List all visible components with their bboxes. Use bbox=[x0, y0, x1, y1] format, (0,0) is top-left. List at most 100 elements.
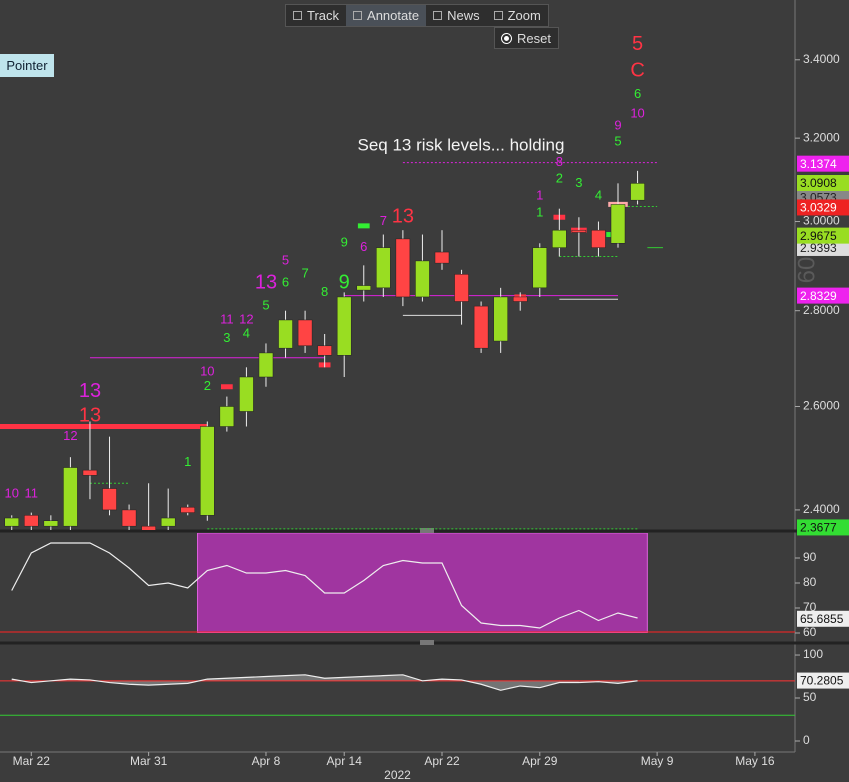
icon bbox=[353, 11, 363, 20]
count-label: 4 bbox=[243, 325, 250, 340]
candle-body bbox=[24, 515, 39, 527]
count-label: 2 bbox=[556, 171, 563, 186]
count-label: 2 bbox=[204, 378, 211, 393]
button-label: News bbox=[447, 8, 480, 23]
y-tick-label: 3.0000 bbox=[803, 214, 840, 228]
price-tag bbox=[797, 227, 849, 244]
candle-body bbox=[278, 319, 293, 349]
annotation: Seq 13 risk levels... holding bbox=[357, 136, 564, 155]
candle-body bbox=[258, 352, 274, 378]
candle-body bbox=[473, 305, 489, 349]
count-label: 3 bbox=[575, 175, 582, 190]
candle-body bbox=[356, 285, 372, 291]
count-label: 1 bbox=[536, 204, 543, 219]
y-tick-label: 70 bbox=[803, 600, 817, 614]
divider-handle bbox=[420, 640, 434, 645]
count-label: 5 bbox=[614, 134, 621, 149]
candle-body bbox=[102, 488, 117, 511]
y-tick-label: 100 bbox=[803, 647, 823, 661]
count-label: 11 bbox=[220, 311, 234, 326]
button-label: Reset bbox=[517, 30, 551, 46]
candle-body bbox=[571, 229, 587, 233]
count-label: 11 bbox=[25, 485, 39, 500]
toolbar-button[interactable]: Annotate bbox=[346, 5, 427, 26]
candle-body bbox=[4, 517, 19, 527]
count-label: 13 bbox=[79, 380, 101, 402]
price-tag-label: 65.6855 bbox=[800, 612, 844, 626]
y-tick-label: 3.2000 bbox=[803, 130, 840, 144]
candle-body bbox=[454, 274, 469, 302]
count-label: 3 bbox=[223, 330, 230, 345]
toolbar-button[interactable]: Track bbox=[286, 5, 346, 26]
count-label: 13 bbox=[392, 206, 414, 228]
candle-body bbox=[512, 296, 528, 302]
oscillator-panel bbox=[0, 533, 795, 633]
candle-body bbox=[43, 520, 59, 527]
candle-body bbox=[630, 183, 645, 201]
candle-body bbox=[297, 319, 313, 347]
x-tick-label: Apr 29 bbox=[522, 754, 558, 768]
watermark: 60 bbox=[793, 257, 820, 284]
price-tag bbox=[797, 175, 849, 192]
x-tick-label: Apr 22 bbox=[424, 754, 460, 768]
button-label: Zoom bbox=[507, 8, 541, 23]
count-label: 12 bbox=[239, 311, 253, 326]
candle-body bbox=[219, 406, 235, 427]
price-tag-label: 3.0908 bbox=[800, 176, 837, 190]
icon bbox=[433, 11, 443, 20]
candle-body bbox=[239, 376, 254, 412]
count-label: 10 bbox=[200, 364, 214, 379]
count-label: 5 bbox=[282, 252, 289, 267]
count-label: 9 bbox=[339, 272, 350, 294]
icon bbox=[502, 33, 512, 43]
count-label: 10 bbox=[630, 106, 644, 121]
price-tag-label: 3.1374 bbox=[800, 157, 837, 171]
button-label: Track bbox=[307, 8, 340, 23]
y-tick-label: 60 bbox=[803, 625, 817, 639]
indicator-line bbox=[11, 674, 638, 691]
count-label: 8 bbox=[556, 154, 563, 169]
count-label: 6 bbox=[360, 239, 367, 254]
candle-body bbox=[82, 469, 98, 476]
price-tag-label: 2.8329 bbox=[800, 289, 837, 303]
count-label: 1 bbox=[536, 187, 543, 202]
y-tick-label: 2.4000 bbox=[803, 502, 840, 516]
count-label: 10 bbox=[4, 485, 18, 500]
x-tick-label: Mar 22 bbox=[13, 754, 51, 768]
axes: 2.40002.60002.80003.00003.20003.40003.05… bbox=[13, 52, 849, 782]
icon bbox=[493, 11, 503, 20]
count-label: 7 bbox=[380, 213, 387, 228]
indicator-line bbox=[11, 542, 638, 629]
count-label: 6 bbox=[634, 86, 641, 101]
reset-button[interactable]: Reset bbox=[494, 27, 559, 49]
x-axis-label: 2022 bbox=[384, 768, 411, 782]
candle-body bbox=[552, 229, 567, 248]
toolbar-button[interactable]: Zoom bbox=[487, 5, 548, 26]
toolbar-button[interactable]: News bbox=[426, 5, 487, 26]
count-label: 1 bbox=[184, 454, 191, 469]
candle-body bbox=[532, 247, 548, 289]
y-tick-label: 2.8000 bbox=[803, 303, 840, 317]
count-label: 12 bbox=[63, 428, 77, 443]
x-tick-label: Apr 8 bbox=[252, 754, 281, 768]
candle-body bbox=[141, 525, 156, 530]
y-tick-label: 2.6000 bbox=[803, 399, 840, 413]
button-label: Annotate bbox=[367, 8, 420, 23]
candle-body bbox=[63, 467, 78, 527]
candle-body bbox=[415, 260, 430, 298]
icon bbox=[293, 11, 302, 20]
price-tag-label: 2.9675 bbox=[800, 229, 837, 243]
candle-body bbox=[317, 345, 332, 356]
pointer-label[interactable]: Pointer bbox=[0, 54, 54, 77]
count-label: 13 bbox=[255, 272, 277, 294]
shade-region bbox=[197, 533, 648, 633]
oscillator-panel bbox=[0, 674, 795, 716]
price-tag bbox=[797, 610, 849, 627]
y-tick-label: 0 bbox=[803, 733, 810, 747]
price-tag-label: 2.9393 bbox=[800, 241, 837, 255]
price-tag bbox=[797, 519, 849, 536]
x-tick-label: Apr 14 bbox=[327, 754, 363, 768]
y-tick-label: 3.4000 bbox=[803, 52, 840, 66]
